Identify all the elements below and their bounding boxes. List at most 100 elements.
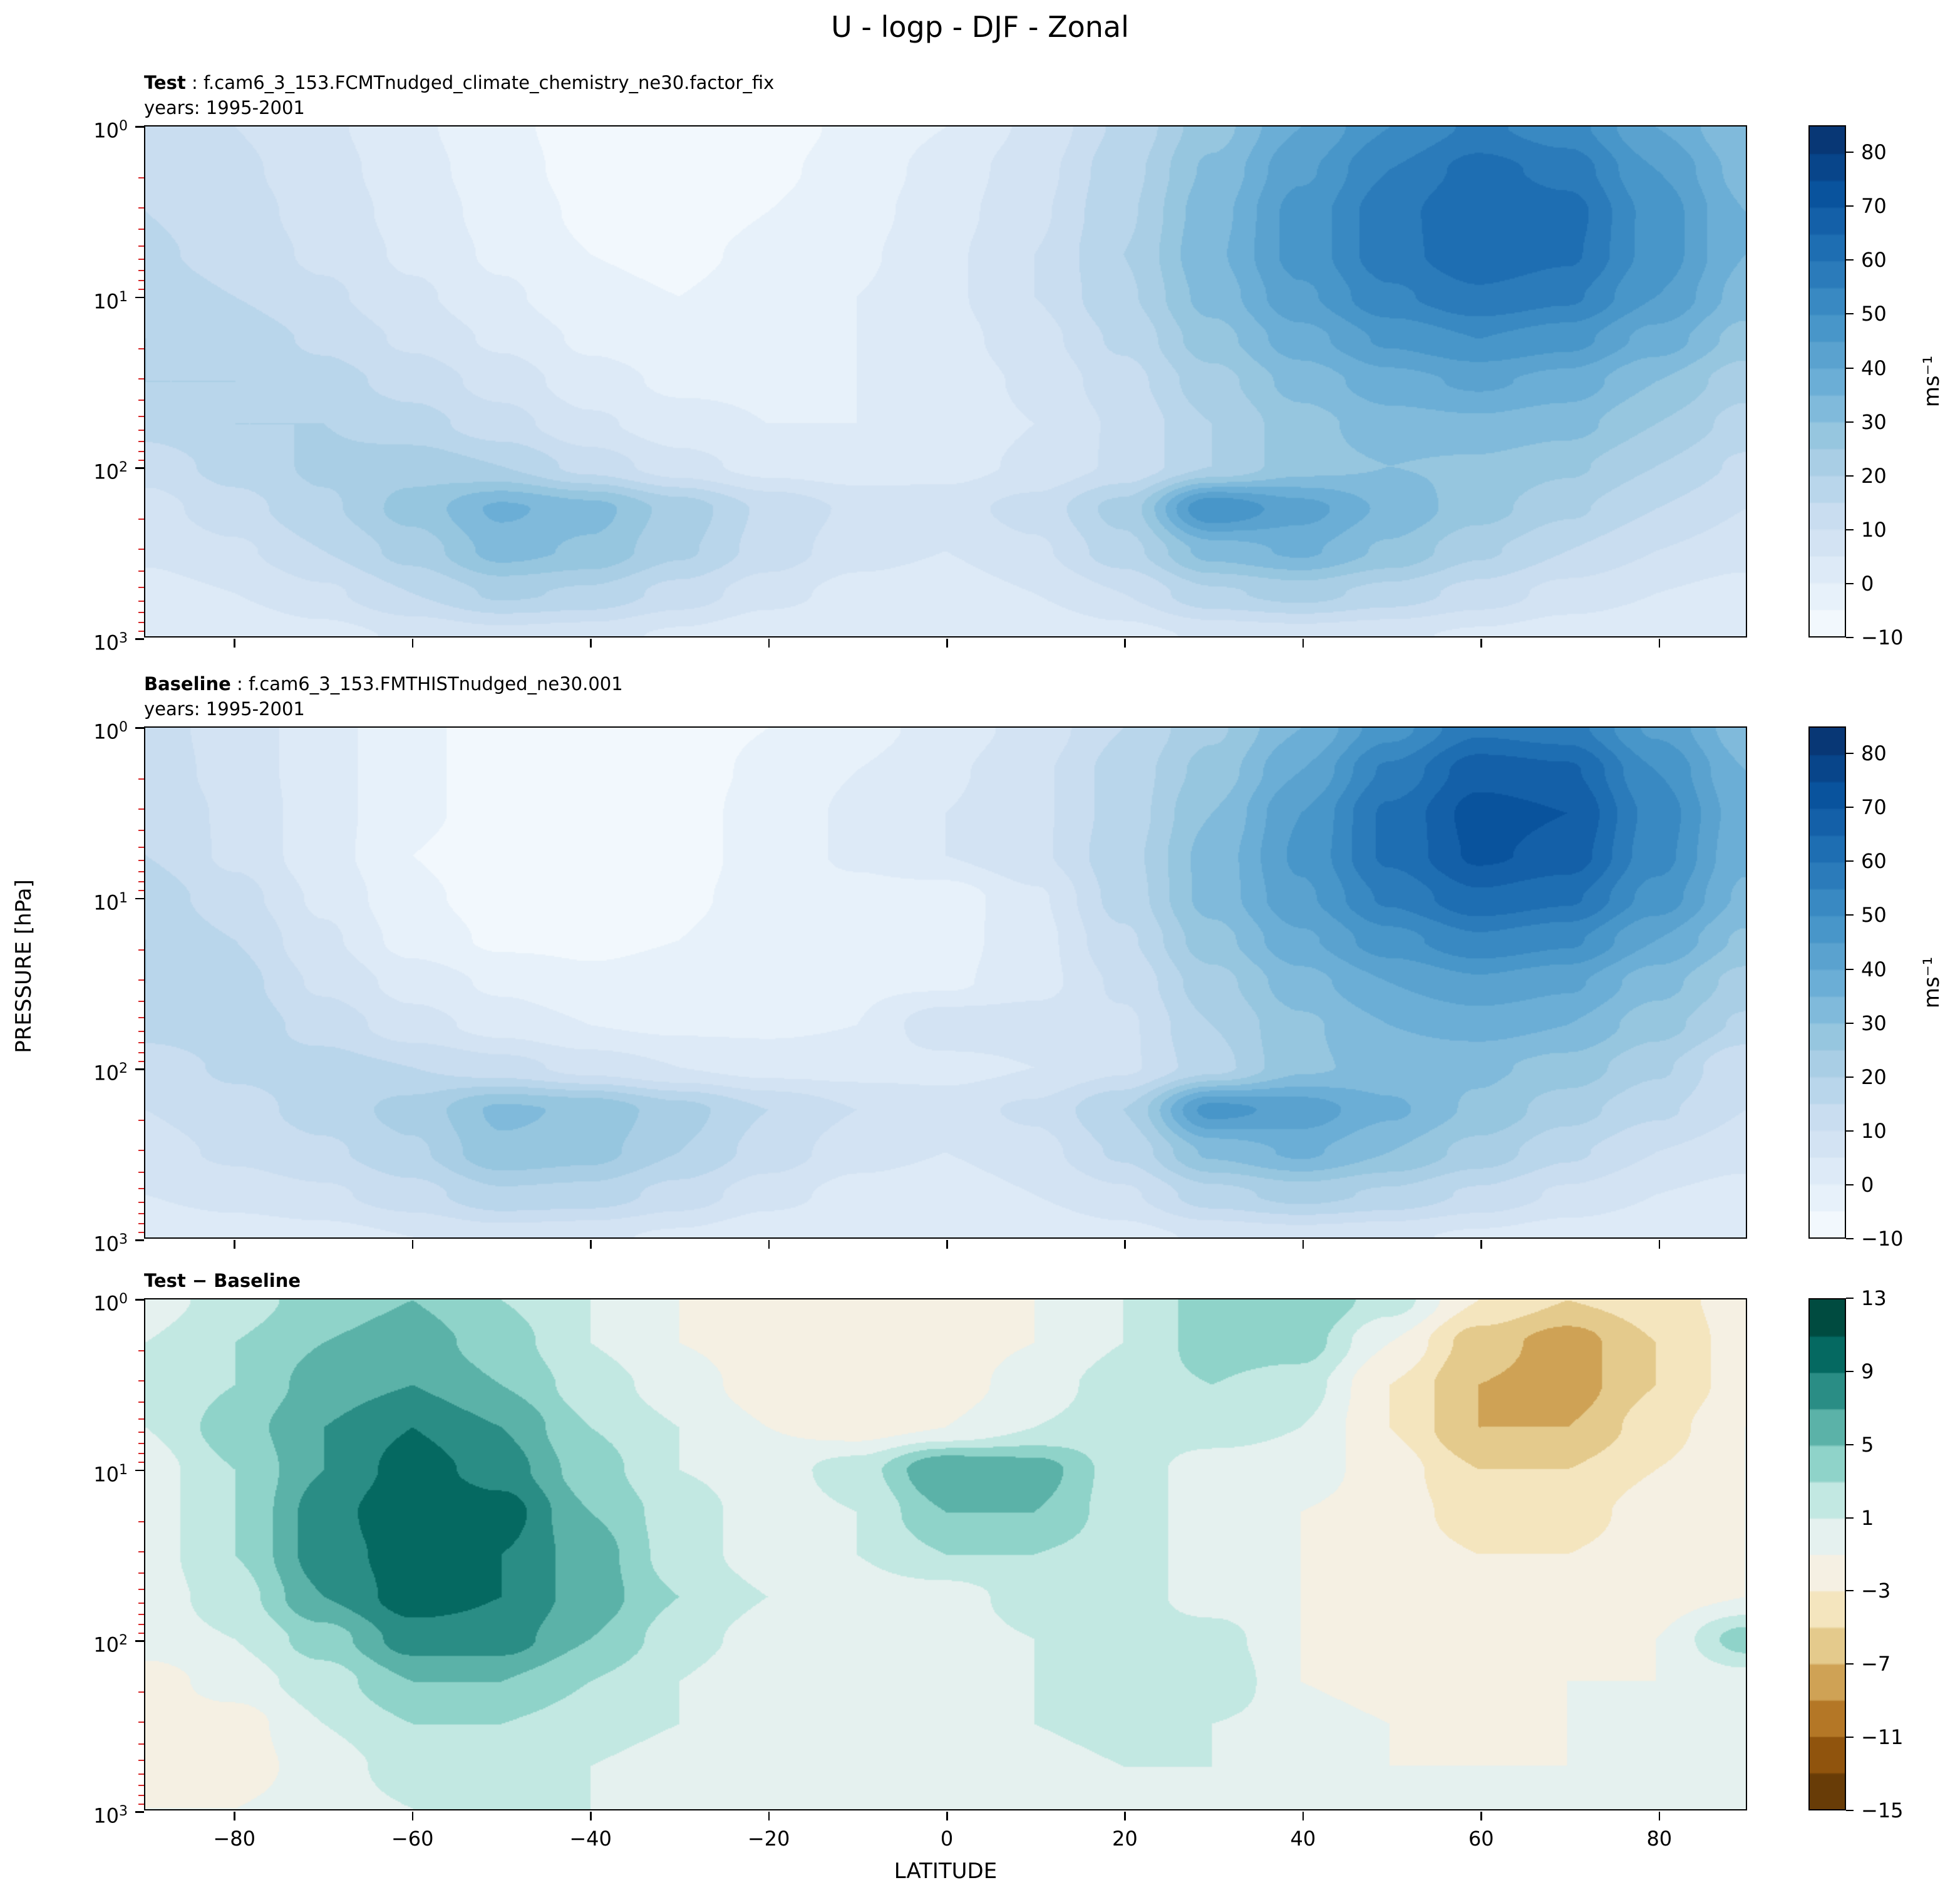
y-minor-tick xyxy=(138,1794,144,1796)
y-minor-tick xyxy=(138,1120,144,1122)
colorbar-tick-label: 10 xyxy=(1861,517,1887,542)
y-minor-tick xyxy=(138,1150,144,1152)
x-tick xyxy=(768,1812,770,1820)
y-minor-tick xyxy=(138,600,144,602)
y-tick xyxy=(135,897,144,900)
x-tick-label: 0 xyxy=(940,1827,954,1851)
colorbar-tick-label: 80 xyxy=(1861,741,1887,766)
colorbar-tick xyxy=(1846,259,1854,261)
colorbar-tick xyxy=(1846,367,1854,369)
x-tick xyxy=(946,1812,948,1820)
colorbar-tick xyxy=(1846,1737,1854,1738)
y-tick xyxy=(135,638,144,640)
y-tick xyxy=(135,467,144,469)
y-minor-tick xyxy=(138,416,144,418)
y-tick xyxy=(135,1239,144,1241)
contour-plot-diff xyxy=(145,1299,1746,1809)
colorbar-test: ms⁻¹ −10 0 10 20 30 40 50 60 70 80 xyxy=(1808,125,1944,649)
colorbar-tick-label: 20 xyxy=(1861,463,1887,488)
colorbar-tick-label: 60 xyxy=(1861,248,1887,272)
x-tick xyxy=(1658,639,1661,648)
y-tick-label: 101 xyxy=(93,1462,128,1487)
y-tick-label: 100 xyxy=(93,1291,128,1316)
y-minor-tick xyxy=(138,586,144,588)
y-minor-tick xyxy=(138,1443,144,1445)
y-tick xyxy=(135,1299,144,1301)
y-minor-tick xyxy=(138,1017,144,1019)
y-minor-tick xyxy=(138,259,144,261)
y-minor-tick xyxy=(138,1632,144,1634)
colorbar-tick-label: 60 xyxy=(1861,849,1887,874)
colorbar-tick xyxy=(1846,1184,1854,1185)
colorbar-tick-label: −10 xyxy=(1861,1227,1904,1251)
y-minor-tick xyxy=(138,177,144,179)
y-minor-tick xyxy=(138,1722,144,1723)
y-minor-tick xyxy=(138,229,144,230)
colorbar-tick xyxy=(1846,582,1854,584)
y-tick xyxy=(135,1068,144,1070)
y-minor-tick xyxy=(138,890,144,892)
x-tick xyxy=(234,639,235,648)
panel-diff-label: Test − Baseline xyxy=(144,1270,301,1291)
x-tick xyxy=(234,1240,235,1249)
x-tick xyxy=(1480,639,1482,648)
colorbar-tick xyxy=(1846,807,1854,808)
colorbar-test-frame xyxy=(1808,125,1846,638)
y-axis-label: PRESSURE [hPa] xyxy=(11,879,36,1053)
y-minor-tick xyxy=(138,1212,144,1214)
colorbar-test-unit-label: ms⁻¹ xyxy=(1919,355,1944,408)
y-minor-tick xyxy=(138,621,144,623)
x-axis-label: LATITUDE xyxy=(894,1859,998,1884)
colorbar-tick-label: −10 xyxy=(1861,626,1904,649)
y-minor-tick xyxy=(138,399,144,401)
panel-baseline-title: Baseline : f.cam6_3_153.FMTHISTnudged_ne… xyxy=(144,671,623,721)
y-minor-tick xyxy=(138,1432,144,1433)
y-minor-tick xyxy=(138,1453,144,1455)
contour-plot-baseline xyxy=(145,728,1746,1237)
y-tick xyxy=(135,727,144,729)
colorbar-tick-label: 40 xyxy=(1861,957,1887,981)
colorbar-test-gradient xyxy=(1810,126,1845,636)
y-minor-tick xyxy=(138,881,144,883)
y-minor-tick xyxy=(138,519,144,520)
colorbar-tick xyxy=(1846,1810,1854,1811)
y-minor-tick xyxy=(138,429,144,431)
y-minor-tick xyxy=(138,348,144,349)
panel-baseline-label: Baseline xyxy=(144,673,231,694)
colorbar-baseline-gradient xyxy=(1810,728,1845,1237)
x-tick xyxy=(411,639,414,648)
y-minor-tick xyxy=(138,1231,144,1233)
panel-baseline-case-name: : f.cam6_3_153.FMTHISTnudged_ne30.001 xyxy=(230,673,623,694)
colorbar-baseline-frame xyxy=(1808,726,1846,1239)
panel-test-case-name: : f.cam6_3_153.FCMTnudged_climate_chemis… xyxy=(185,72,775,93)
y-tick-label: 100 xyxy=(93,118,128,143)
y-tick-label: 101 xyxy=(93,890,128,915)
colorbar-tick xyxy=(1846,205,1854,207)
colorbar-tick-label: 40 xyxy=(1861,356,1887,380)
y-minor-tick xyxy=(138,871,144,873)
colorbar-tick-label: 5 xyxy=(1861,1432,1874,1457)
y-minor-tick xyxy=(138,1222,144,1224)
y-tick-label: 102 xyxy=(93,460,128,484)
y-minor-tick xyxy=(138,949,144,951)
y-minor-tick xyxy=(138,1462,144,1464)
y-minor-tick xyxy=(138,1051,144,1053)
y-minor-tick xyxy=(138,270,144,272)
colorbar-tick-label: 13 xyxy=(1861,1286,1887,1310)
colorbar-tick xyxy=(1846,1590,1854,1592)
x-tick-label: 80 xyxy=(1646,1827,1673,1851)
x-tick xyxy=(1124,639,1126,648)
y-tick-label: 103 xyxy=(93,1232,128,1256)
colorbar-tick xyxy=(1846,1370,1854,1372)
figure-title: U - logp - DJF - Zonal xyxy=(831,10,1129,44)
x-tick xyxy=(1658,1812,1661,1820)
colorbar-tick xyxy=(1846,637,1854,638)
colorbar-tick xyxy=(1846,1298,1854,1299)
y-tick-label: 102 xyxy=(93,1633,128,1657)
colorbar-tick-label: 70 xyxy=(1861,194,1887,219)
panel-diff-title-line: Test − Baseline xyxy=(144,1268,301,1293)
y-minor-tick xyxy=(138,549,144,550)
colorbar-tick xyxy=(1846,1130,1854,1132)
panel-baseline-title-line: Baseline : f.cam6_3_153.FMTHISTnudged_ne… xyxy=(144,671,623,696)
